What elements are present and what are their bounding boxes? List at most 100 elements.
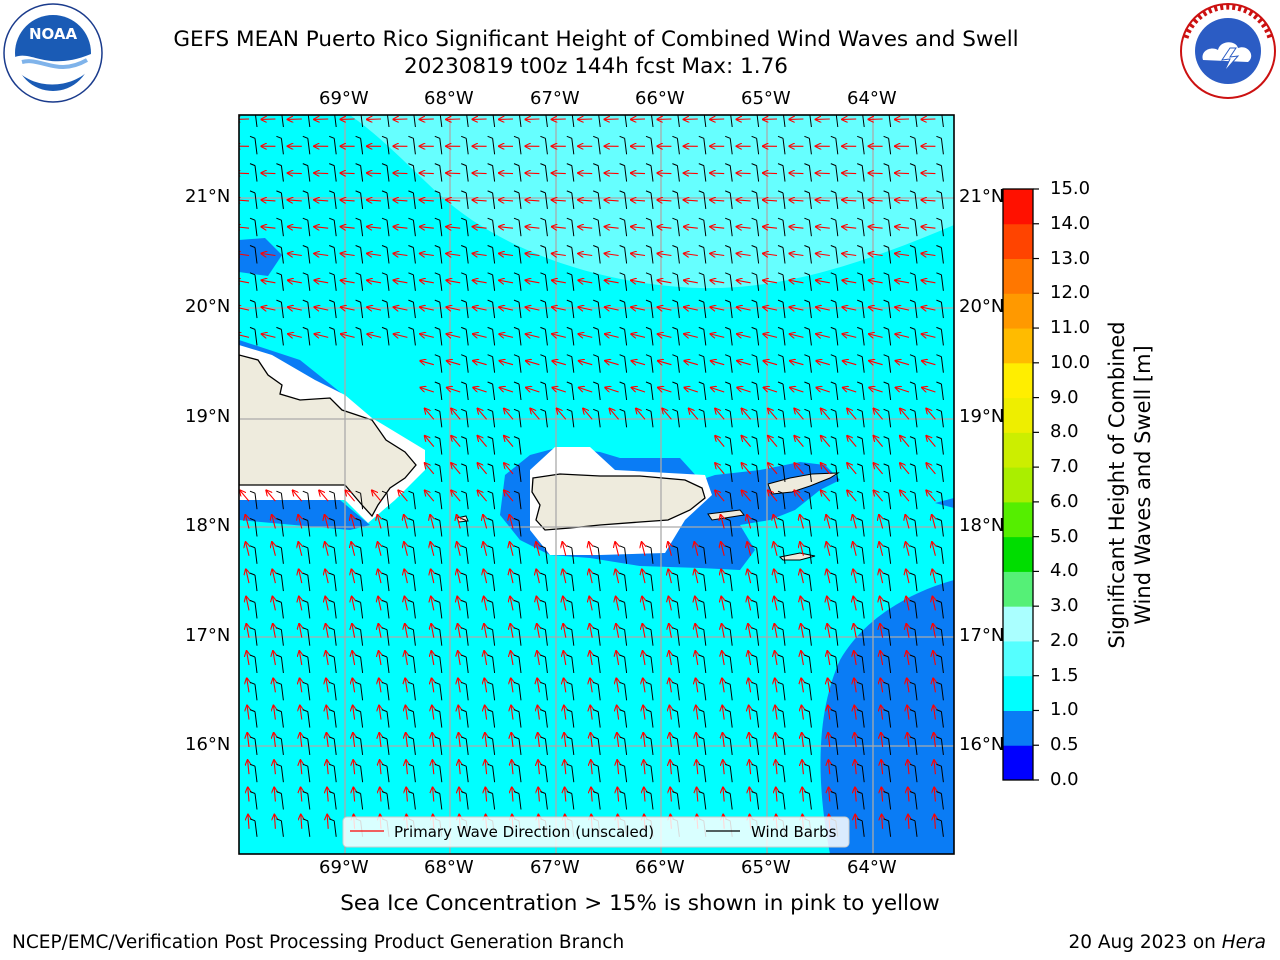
wave-direction-arrow: [325, 515, 329, 529]
wind-barb: [540, 572, 548, 592]
wave-direction-arrow: [934, 788, 935, 802]
wind-barb: [249, 326, 258, 346]
wind-barb: [857, 135, 865, 155]
wind-barb: [487, 245, 496, 264]
wave-direction-arrow: [869, 173, 883, 174]
wave-direction-arrow: [658, 227, 672, 229]
wind-barb: [408, 545, 416, 564]
wind-barb: [487, 135, 496, 155]
wave-direction-arrow: [922, 361, 936, 365]
wind-barb: [909, 436, 918, 455]
wave-direction-arrow: [341, 254, 355, 256]
wind-barb: [725, 709, 733, 728]
wind-barb: [619, 190, 628, 209]
wave-direction-arrow: [458, 624, 461, 638]
wind-barb: [624, 115, 628, 128]
wind-barb: [888, 115, 892, 128]
wind-barb: [249, 135, 258, 155]
wave-direction-arrow: [525, 200, 540, 201]
wind-barb: [725, 463, 733, 482]
wave-direction-arrow: [722, 651, 724, 666]
wind-barb: [883, 135, 892, 155]
wind-barb: [698, 272, 707, 291]
wave-direction-arrow: [854, 706, 856, 720]
xtick-top-69w: 69°W: [319, 88, 369, 109]
wind-barb: [677, 115, 680, 128]
wind-barb: [909, 572, 918, 592]
wind-barb: [329, 736, 337, 755]
wind-barb: [672, 599, 680, 619]
wind-barb: [513, 354, 522, 373]
wind-barb: [725, 190, 733, 209]
colorbar-tick-label: 6.0: [1050, 490, 1079, 512]
wave-direction-arrow: [880, 570, 883, 584]
wind-barb: [566, 709, 575, 728]
wind-barb: [540, 326, 548, 346]
wind-barb: [513, 326, 522, 346]
wind-barb: [936, 818, 944, 837]
wind-barb: [751, 518, 760, 537]
wave-direction-arrow: [394, 280, 408, 283]
wind-barb: [434, 599, 443, 619]
wave-direction-arrow: [459, 788, 460, 802]
wave-direction-arrow: [526, 334, 540, 337]
wind-barb: [540, 354, 548, 373]
wave-direction-arrow: [314, 173, 329, 174]
wind-barb: [302, 545, 311, 564]
wind-barb: [355, 709, 364, 728]
wind-barb: [381, 763, 390, 783]
wind-barb: [408, 163, 416, 182]
wave-direction-arrow: [394, 227, 408, 229]
wave-direction-arrow: [564, 706, 566, 720]
wave-direction-arrow: [425, 463, 435, 475]
wind-barb: [672, 545, 680, 564]
wind-barb: [830, 408, 839, 428]
wind-barb: [302, 299, 311, 319]
wave-direction-arrow: [473, 227, 487, 229]
wave-direction-arrow: [351, 542, 354, 556]
wind-barb: [487, 408, 496, 428]
wind-barb: [487, 272, 496, 291]
wind-barb: [461, 709, 469, 728]
wave-direction-arrow: [478, 463, 488, 475]
wind-barb: [804, 572, 812, 592]
wind-barb: [381, 572, 390, 592]
wind-barb: [408, 599, 416, 619]
wave-direction-arrow: [510, 624, 513, 638]
wind-barb: [672, 654, 680, 674]
wave-direction-arrow: [900, 463, 910, 475]
wave-direction-arrow: [774, 570, 777, 584]
wave-direction-arrow: [616, 651, 618, 666]
wind-barb: [434, 518, 443, 537]
wave-direction-arrow: [314, 280, 329, 283]
wave-direction-arrow: [696, 760, 697, 775]
wave-direction-arrow: [239, 280, 250, 283]
wind-barb: [830, 163, 839, 182]
wave-direction-arrow: [821, 409, 831, 420]
wave-direction-arrow: [802, 788, 803, 802]
wind-barb: [830, 135, 839, 155]
wave-direction-arrow: [616, 597, 619, 611]
wind-barb: [936, 326, 944, 346]
wind-barb: [725, 627, 733, 646]
wind-barb: [276, 135, 284, 155]
wave-direction-arrow: [605, 173, 619, 174]
wind-barb: [355, 681, 364, 701]
wind-barb: [302, 490, 311, 510]
xtick-bottom-67w: 67°W: [530, 857, 580, 878]
wave-direction-arrow: [565, 788, 566, 802]
wind-barb: [540, 190, 548, 209]
wind-barb: [381, 135, 390, 155]
wind-barb: [883, 763, 892, 783]
wind-barb: [276, 763, 284, 783]
wind-barb: [909, 354, 918, 373]
wind-barb: [381, 245, 390, 264]
wind-barb: [777, 490, 786, 510]
wave-direction-arrow: [246, 597, 249, 611]
wave-direction-arrow: [696, 706, 698, 720]
wave-direction-arrow: [737, 254, 751, 256]
wave-direction-arrow: [451, 436, 461, 447]
wind-barb: [566, 190, 575, 209]
wave-direction-arrow: [326, 624, 329, 638]
